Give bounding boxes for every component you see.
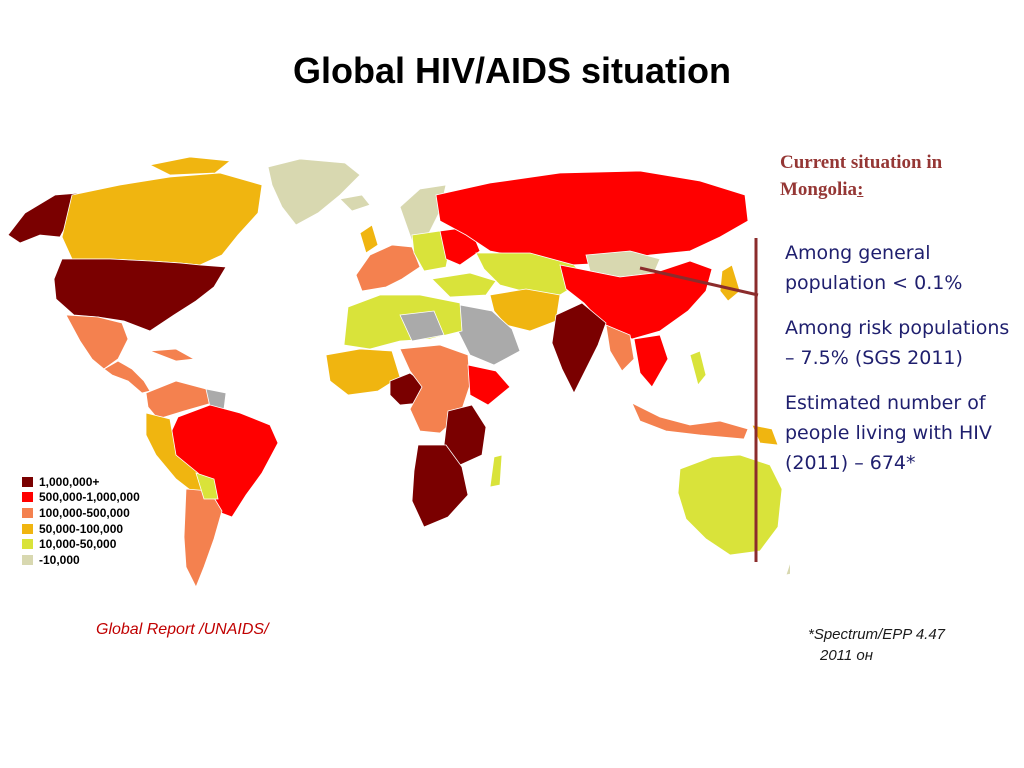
region-iceland: [339, 194, 371, 212]
region-indonesia: [631, 402, 749, 440]
region-ethiopia: [467, 364, 511, 406]
region-canada: [61, 172, 263, 266]
footnote-line-1: *Spectrum/EPP 4.47: [808, 626, 946, 643]
world-map: [0, 155, 790, 595]
region-philippines: [689, 350, 707, 386]
footnote: *Spectrum/EPP 4.47 2011 он: [808, 624, 945, 666]
region-libya: [399, 310, 445, 342]
region-southern-africa: [411, 444, 469, 528]
footnote-line-2: 2011 он: [820, 647, 874, 664]
fact-estimated-plhiv: Estimated number of people living with H…: [785, 392, 992, 474]
fact-risk-populations: Among risk populations – 7.5% (SGS 2011): [785, 317, 1010, 369]
region-argentina-chile: [183, 488, 223, 588]
region-caribbean: [149, 348, 196, 362]
region-indochina: [633, 334, 669, 388]
region-png: [751, 424, 779, 446]
region-usa: [53, 258, 227, 332]
fact-general-population: Among general population < 0.1%: [785, 242, 963, 294]
legend-label: 10,000-50,000: [39, 537, 117, 552]
region-india: [551, 302, 607, 394]
legend-item: 1,000,000+: [22, 474, 140, 490]
legend-item: 100,000-500,000: [22, 505, 140, 521]
region-brazil: [167, 404, 279, 518]
region-myanmar: [605, 324, 635, 372]
legend-label: 50,000-100,000: [39, 521, 124, 536]
heading-text: Current situation in Mongolia: [780, 152, 943, 200]
legend-label: 100,000-500,000: [39, 505, 130, 520]
legend-label: 500,000-1,000,000: [39, 490, 140, 505]
region-greenland: [267, 158, 361, 226]
region-central-america: [103, 360, 151, 394]
region-canada-islands: [148, 156, 232, 176]
region-paraguay: [195, 472, 219, 500]
legend-item: 50,000-100,000: [22, 521, 140, 537]
heading-colon: :: [857, 179, 864, 200]
region-iran: [489, 288, 561, 332]
legend-swatch: [22, 539, 33, 550]
map-legend: 1,000,000+ 500,000-1,000,000 100,000-500,0…: [22, 474, 140, 568]
legend-swatch: [22, 476, 33, 487]
legend-item: -10,000: [22, 552, 140, 568]
legend-label: 1,000,000+: [39, 474, 100, 489]
legend-swatch: [22, 507, 33, 518]
region-colombia-venezuela: [145, 380, 213, 420]
source-citation: Global Report /UNAIDS/: [96, 621, 269, 638]
region-uk: [359, 224, 379, 254]
region-russia: [435, 170, 749, 266]
legend-swatch: [22, 523, 33, 534]
legend-swatch: [22, 492, 33, 503]
legend-swatch: [22, 554, 33, 565]
legend-item: 500,000-1,000,000: [22, 490, 140, 506]
region-mexico: [65, 314, 129, 370]
region-west-europe: [355, 244, 421, 292]
mongolia-facts: Among general population < 0.1% Among ri…: [785, 238, 1015, 493]
region-japan: [719, 264, 741, 302]
slide-title: Global HIV/AIDS situation: [292, 50, 732, 91]
region-new-zealand: [785, 562, 790, 576]
legend-label: -10,000: [39, 552, 80, 567]
region-australia: [677, 454, 783, 556]
region-arabia: [457, 304, 521, 366]
region-turkey: [431, 272, 497, 298]
mongolia-heading: Current situation in Mongolia:: [780, 149, 1015, 203]
region-west-africa: [325, 348, 401, 396]
legend-item: 10,000-50,000: [22, 536, 140, 552]
region-madagascar: [489, 454, 503, 488]
